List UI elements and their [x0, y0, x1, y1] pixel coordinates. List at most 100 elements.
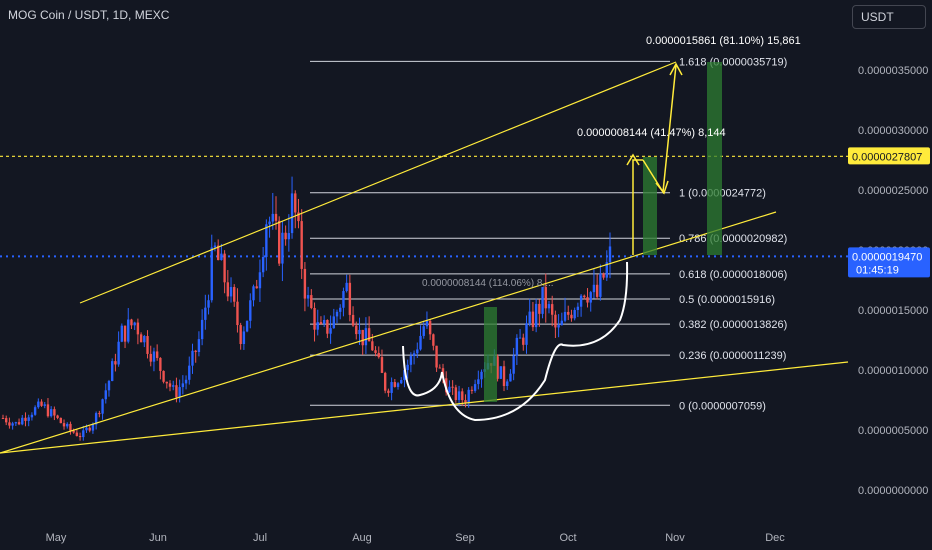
candles: [1, 176, 612, 441]
candle-body: [27, 417, 30, 421]
candle-body: [56, 415, 59, 418]
candle-body: [107, 381, 111, 391]
candle-body: [467, 389, 470, 404]
candle-body: [30, 414, 34, 418]
candle-body: [229, 287, 233, 297]
candle-body: [210, 247, 213, 301]
candle-body: [40, 401, 43, 406]
candle-body: [303, 268, 307, 299]
candle-body: [11, 423, 14, 426]
candle-body: [445, 378, 448, 393]
candle-body: [454, 387, 458, 400]
candle-body: [98, 413, 101, 415]
candle-body: [586, 297, 589, 303]
candle-body: [213, 245, 217, 248]
top-target-label: 0.0000015861 (81.10%) 15,861: [646, 35, 801, 47]
candle-body: [284, 232, 287, 240]
candle-body: [162, 370, 165, 382]
time-axis[interactable]: May Jun Jul Aug Sep Oct Nov Dec: [46, 532, 786, 544]
time-tick-label: Dec: [765, 532, 785, 544]
price-tick-label: 0.0000010000: [858, 365, 928, 377]
candle-body: [425, 320, 429, 327]
candle-body: [573, 309, 576, 319]
candle-body: [400, 380, 403, 384]
candle-body: [534, 303, 538, 328]
candle-body: [605, 262, 608, 278]
currency-button[interactable]: USDT: [852, 5, 926, 29]
candle-body: [470, 389, 474, 391]
candle-body: [197, 339, 201, 352]
price-tick-label: 0.0000035000: [858, 65, 928, 77]
candle-body: [541, 287, 544, 314]
drawings: 0.0000015861 (81.10%) 15,861 0.0000008144…: [0, 35, 849, 454]
candle-body: [570, 314, 573, 319]
candle-body: [59, 417, 63, 424]
price-tick-label: 0.0000015000: [858, 305, 928, 317]
candle-body: [101, 399, 104, 414]
candle-body: [567, 311, 570, 315]
candle-body: [522, 337, 525, 345]
candle-body: [88, 427, 91, 431]
candle-body: [75, 432, 79, 436]
candle-body: [165, 381, 168, 384]
candle-body: [576, 306, 580, 310]
support-trend-line: [0, 361, 849, 454]
candle-body: [560, 320, 564, 326]
candle-body: [525, 323, 528, 345]
candle-body: [448, 386, 451, 393]
candle-body: [602, 273, 605, 278]
candle-body: [245, 320, 249, 332]
candle-body: [242, 331, 246, 345]
candle-body: [383, 372, 387, 391]
candle-body: [255, 286, 258, 289]
candle-body: [274, 213, 278, 221]
candle-body: [220, 253, 223, 261]
candle-body: [538, 303, 541, 314]
candle-body: [62, 423, 66, 427]
candle-body: [528, 311, 531, 324]
candle-body: [403, 370, 406, 381]
candle-body: [595, 284, 599, 297]
candle-body: [188, 365, 191, 380]
candle-body: [592, 284, 596, 293]
candle-body: [184, 379, 188, 384]
candle-body: [258, 272, 262, 289]
candle-body: [152, 351, 156, 362]
candle-body: [5, 418, 8, 423]
candle-body: [316, 322, 319, 330]
candle-body: [406, 364, 409, 371]
candle-body: [249, 300, 252, 321]
chart-title: MOG Coin / USDT, 1D, MEXC: [8, 8, 170, 22]
candle-body: [200, 319, 204, 340]
candle-body: [271, 213, 274, 222]
candle-body: [110, 361, 114, 382]
candle-body: [72, 430, 75, 433]
price-tick-label: 0.0000005000: [858, 425, 928, 437]
candle-body: [412, 353, 416, 357]
candle-body: [46, 404, 50, 417]
candle-body: [114, 361, 117, 365]
candle-body: [499, 366, 503, 379]
candle-body: [515, 337, 519, 356]
candle-body: [139, 334, 143, 343]
candle-body: [554, 314, 557, 328]
candle-body: [477, 379, 480, 385]
candle-body: [85, 427, 88, 431]
candle-body: [451, 386, 454, 388]
candle-body: [387, 390, 390, 393]
candle-body: [37, 401, 40, 408]
projection-arrow: [632, 159, 643, 255]
candle-body: [473, 384, 477, 391]
price-tick-label: 0.0000030000: [858, 125, 928, 137]
candle-body: [290, 193, 294, 234]
candle-body: [371, 341, 374, 351]
candle-body: [268, 221, 271, 225]
candle-body: [159, 357, 162, 371]
candle-body: [300, 221, 303, 269]
price-axis[interactable]: 0.0000035000 0.0000030000 0.0000025000 0.00…: [848, 65, 930, 497]
candle-body: [374, 350, 377, 353]
fib-level-label: 0.618 (0.0000018006): [679, 269, 787, 281]
time-tick-label: Jul: [253, 532, 267, 544]
candle-body: [512, 355, 515, 374]
